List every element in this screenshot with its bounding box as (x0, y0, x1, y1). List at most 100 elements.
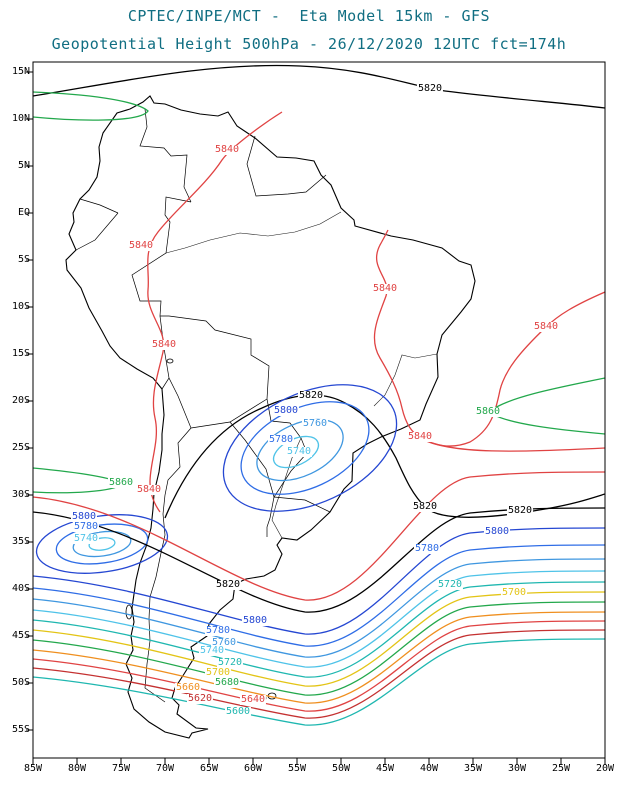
contour-5620-south-band (33, 629, 605, 719)
contour-lines (33, 64, 605, 726)
lon-axis-label: 85W (23, 763, 43, 774)
contour-5820-around-cutoff (164, 394, 605, 519)
lon-axis-label: 75W (111, 763, 131, 774)
contour-label-5720: 5720 (216, 657, 244, 668)
contour-label-5800: 5800 (272, 405, 300, 416)
rivers (165, 211, 438, 539)
contour-label-5620: 5620 (186, 693, 214, 704)
contour-label-5780: 5780 (267, 434, 295, 445)
lat-axis-label: 35S (11, 536, 30, 547)
contour-label-5740: 5740 (285, 446, 313, 457)
contour-5800-pacific-low (35, 514, 169, 574)
contour-5840-east-exit (419, 437, 605, 452)
contour-label-5740: 5740 (198, 645, 226, 656)
lon-axis-label: 70W (155, 763, 175, 774)
chart-subtitle: Geopotential Height 500hPa - 26/12/2020 … (51, 35, 567, 53)
lon-axis-label: 50W (331, 763, 351, 774)
lat-axis-label: 10S (11, 301, 30, 312)
contour-label-5860: 5860 (107, 477, 135, 488)
contour-label-5840: 5840 (150, 339, 178, 350)
contour-label-5800: 5800 (241, 615, 269, 626)
lat-axis-label: 45S (11, 630, 30, 641)
lat-axis-label: 30S (11, 489, 30, 500)
contour-5800-cutoff-ring (222, 384, 398, 512)
contour-label-5820: 5820 (411, 501, 439, 512)
map-frame (32, 61, 606, 759)
lon-axis-label: 60W (243, 763, 263, 774)
contour-label-5720: 5720 (436, 579, 464, 590)
chart-title: CPTEC/INPE/MCT - Eta Model 15km - GFS (127, 7, 491, 25)
contour-label-5800: 5800 (70, 511, 98, 522)
contour-5860-top-left (33, 91, 149, 121)
contour-5660-south-band (33, 611, 605, 704)
contour-5700-south-band (33, 591, 605, 687)
lon-axis-label: 55W (287, 763, 307, 774)
contour-label-5800: 5800 (483, 526, 511, 537)
contour-label-5840: 5840 (532, 321, 560, 332)
contour-5720-south-band (33, 581, 605, 678)
contour-label-5820: 5820 (214, 579, 242, 590)
contour-label-5640: 5640 (239, 694, 267, 705)
contour-label-5780: 5780 (72, 521, 100, 532)
contour-5840-south-band (33, 471, 605, 601)
lon-axis-label: 30W (507, 763, 527, 774)
lon-axis-label: 80W (67, 763, 87, 774)
lat-axis-label: 55S (11, 724, 30, 735)
axis-ticks (26, 71, 606, 765)
contour-5760-cutoff-ring (256, 418, 344, 482)
contour-label-5680: 5680 (213, 677, 241, 688)
lat-axis-label: 15S (11, 348, 30, 359)
lat-axis-label: 5S (17, 254, 30, 265)
contour-label-5820: 5820 (416, 83, 444, 94)
contour-label-5820: 5820 (506, 505, 534, 516)
lat-axis-label: 25S (11, 442, 30, 453)
contour-label-5820: 5820 (297, 390, 325, 401)
contour-label-5660: 5660 (174, 682, 202, 693)
lat-axis-label: 5N (17, 160, 30, 171)
contour-5780-pacific-low (55, 523, 149, 565)
contour-label-5780: 5780 (204, 625, 232, 636)
lat-axis-label: 15N (11, 66, 30, 77)
lon-axis-label: 65W (199, 763, 219, 774)
contour-5740-pacific-low (88, 537, 116, 551)
contour-5640-south-band (33, 620, 605, 712)
lon-axis-label: 20W (595, 763, 615, 774)
contour-5760-pacific-low (72, 530, 132, 558)
contour-5840-east-loop (373, 229, 605, 447)
island-chiloe (125, 604, 133, 620)
lat-axis-label: 40S (11, 583, 30, 594)
contour-label-5700: 5700 (204, 667, 232, 678)
lon-axis-label: 40W (419, 763, 439, 774)
contour-label-5840: 5840 (135, 484, 163, 495)
contour-label-5840: 5840 (406, 431, 434, 442)
contour-5740-south-band (33, 570, 605, 668)
contour-5780-south-band (33, 544, 605, 647)
lat-axis-label: 20S (11, 395, 30, 406)
contour-label-5740: 5740 (72, 533, 100, 544)
contour-label-5860: 5860 (474, 406, 502, 417)
lake-titicaca (166, 358, 174, 364)
contour-label-5760: 5760 (301, 418, 329, 429)
lon-axis-label: 45W (375, 763, 395, 774)
contour-label-5760: 5760 (210, 637, 238, 648)
contour-5840-north-wiggle (147, 111, 283, 513)
contour-5760-south-band (33, 558, 605, 658)
contour-5680-south-band (33, 601, 605, 696)
contour-label-5840: 5840 (213, 144, 241, 155)
contour-5860-right-tongue (487, 377, 605, 435)
map-base (65, 95, 476, 739)
lat-axis-label: 50S (11, 677, 30, 688)
lat-axis-label: 10N (11, 113, 30, 124)
contour-label-5840: 5840 (127, 240, 155, 251)
contour-5820-top (33, 64, 605, 109)
lat-axis-label: EQ (17, 207, 30, 218)
contour-label-5600: 5600 (224, 706, 252, 717)
contour-label-5840: 5840 (371, 283, 399, 294)
contour-label-5780: 5780 (413, 543, 441, 554)
contour-label-5700: 5700 (500, 587, 528, 598)
contour-5600-south-band (33, 638, 605, 726)
contour-5800-south-band (33, 527, 605, 635)
lon-axis-label: 25W (551, 763, 571, 774)
